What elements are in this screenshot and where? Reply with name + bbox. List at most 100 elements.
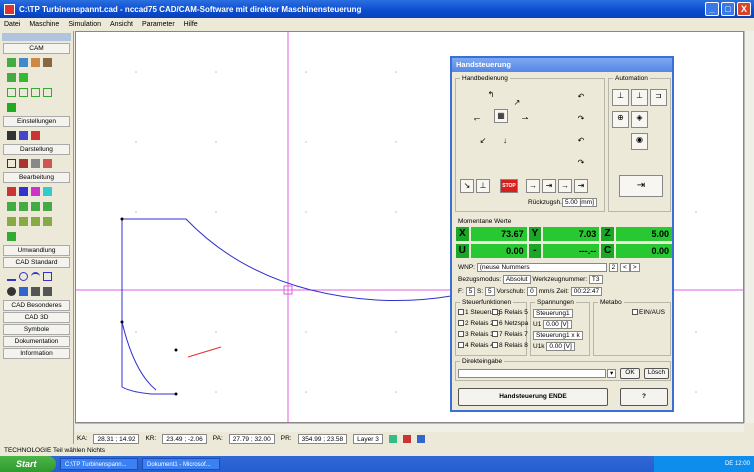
rotate-c-plus-icon[interactable]: ↶ <box>577 136 585 145</box>
tool-icon[interactable] <box>19 73 28 82</box>
direkteingabe-input[interactable] <box>458 369 606 378</box>
tool-icon[interactable] <box>31 58 40 67</box>
rueckzugsh-input[interactable]: 5.00 [mm] <box>562 198 597 207</box>
rotate-c-minus-icon[interactable]: ↷ <box>577 158 585 167</box>
auto-execute-icon[interactable]: ⇥ <box>619 175 663 197</box>
ok-button[interactable]: OK <box>620 368 640 379</box>
direkteingabe-dropdown-icon[interactable]: ▾ <box>607 369 617 378</box>
relais-4[interactable]: 4 Relais 4 <box>458 342 494 349</box>
werkzeug-value[interactable]: T3 <box>588 275 603 284</box>
jog-y-plus-icon[interactable]: ↗ <box>513 98 521 107</box>
tool-icon[interactable] <box>19 287 28 296</box>
jog-x-minus-icon[interactable]: ↽ <box>473 114 481 123</box>
tool-icon[interactable] <box>31 202 40 211</box>
tool-icon[interactable] <box>7 202 16 211</box>
tool-icon[interactable] <box>31 88 40 97</box>
close-button[interactable]: X <box>737 2 751 16</box>
tool-icon[interactable] <box>19 159 28 168</box>
wnp-prev-icon[interactable]: < <box>620 263 630 272</box>
line-tool-icon[interactable] <box>7 272 16 281</box>
jog-x-plus-icon[interactable]: ⇀ <box>521 114 529 123</box>
f-value[interactable]: 5 <box>465 287 476 296</box>
tool-icon[interactable] <box>7 217 16 226</box>
tool-icon[interactable] <box>19 88 28 97</box>
tool-icon[interactable] <box>43 202 52 211</box>
menu-hilfe[interactable]: Hilfe <box>183 21 198 28</box>
tool-icon[interactable] <box>43 88 52 97</box>
layer-icon[interactable] <box>416 434 425 443</box>
tool-down-icon[interactable]: ↘ <box>460 179 474 193</box>
circle-tool-icon[interactable] <box>19 272 28 281</box>
auto-target-icon[interactable]: ◈ <box>631 111 648 128</box>
tool-icon[interactable] <box>19 202 28 211</box>
minimize-button[interactable]: _ <box>705 2 719 16</box>
tool-icon[interactable] <box>19 217 28 226</box>
sidebar-section-cad-besonderes[interactable]: CAD Besonderes <box>3 300 70 311</box>
auto-probe-icon[interactable]: ◉ <box>631 133 648 150</box>
wnp-input[interactable]: (neuse Nummers <box>476 263 607 272</box>
relais-7[interactable]: 7 Relais 7 <box>492 331 528 338</box>
s-value[interactable]: 5 <box>485 287 495 296</box>
sidebar-section-bearbeitung[interactable]: Bearbeitung <box>3 172 70 183</box>
task-nccad[interactable]: C:\TP Turbinenspann... <box>60 458 138 470</box>
menu-ansicht[interactable]: Ansicht <box>110 21 133 28</box>
wnp-next-icon[interactable]: > <box>629 263 640 272</box>
relais-8[interactable]: 8 Relais 8 <box>492 342 528 349</box>
auto-zero-icon[interactable]: ⊕ <box>612 111 629 128</box>
sidebar-section-einstellungen[interactable]: Einstellungen <box>3 116 70 127</box>
arc-tool-icon[interactable] <box>31 272 40 281</box>
tool-icon[interactable] <box>43 159 52 168</box>
rect-tool-icon[interactable] <box>43 272 52 281</box>
task-word[interactable]: Dokument1 - Microsof... <box>142 458 220 470</box>
tool-icon[interactable] <box>7 131 16 140</box>
relais-5[interactable]: 5 Relais 5 <box>492 309 528 316</box>
jog-home-icon[interactable]: ▦ <box>494 109 508 123</box>
step-right4-icon[interactable]: ⇥ <box>574 179 588 193</box>
tool-icon[interactable] <box>31 187 40 196</box>
step-right2-icon[interactable]: ⇥ <box>542 179 556 193</box>
tool-icon[interactable] <box>7 187 16 196</box>
auto-measure-icon[interactable]: ⊥ <box>631 89 648 106</box>
relais-2[interactable]: 2 Relais 2 <box>458 320 494 327</box>
tool-icon[interactable] <box>19 187 28 196</box>
sidebar-section-dokumentation[interactable]: Dokumentation <box>3 336 70 347</box>
auto-door-icon[interactable]: ⊐ <box>650 89 667 106</box>
tool-icon[interactable] <box>43 217 52 226</box>
sidebar-section-umwandlung[interactable]: Umwandlung <box>3 245 70 256</box>
sidebar-section-darstellung[interactable]: Darstellung <box>3 144 70 155</box>
tool-icon[interactable] <box>7 159 16 168</box>
jog-z-minus-icon[interactable]: ↓ <box>503 136 507 145</box>
rotate-u-minus-icon[interactable]: ↷ <box>577 114 585 123</box>
loesch-button[interactable]: Lösch <box>644 368 669 379</box>
tool-icon[interactable] <box>31 159 40 168</box>
vorschub-value[interactable]: 0 <box>527 287 537 296</box>
auto-tool-icon[interactable]: ⊥ <box>612 89 629 106</box>
horizontal-scrollbar[interactable] <box>75 423 744 432</box>
sidebar-section-cam[interactable]: CAM <box>3 43 70 54</box>
relais-6[interactable]: 6 Netzspa <box>492 320 528 327</box>
tool-icon[interactable] <box>43 187 52 196</box>
jog-z-plus-icon[interactable]: ↰ <box>487 90 495 99</box>
layer-selector[interactable]: Layer 3 <box>353 433 383 444</box>
menu-simulation[interactable]: Simulation <box>68 21 101 28</box>
rotate-u-plus-icon[interactable]: ↶ <box>577 92 585 101</box>
menu-maschine[interactable]: Maschine <box>29 21 60 28</box>
layer-icon[interactable] <box>388 434 397 443</box>
help-button[interactable]: ? <box>620 388 668 406</box>
einaus-checkbox[interactable]: EIN/AUS <box>632 309 665 316</box>
tool-icon[interactable] <box>19 58 28 67</box>
tool-icon[interactable] <box>31 287 40 296</box>
tool-icon[interactable] <box>31 217 40 226</box>
tool-icon[interactable] <box>7 103 16 112</box>
start-button[interactable]: Start <box>0 456 56 472</box>
maximize-button[interactable]: □ <box>721 2 735 16</box>
relais-3[interactable]: 3 Relais 3 <box>458 331 494 338</box>
sidebar-section-cad-3d[interactable]: CAD 3D <box>3 312 70 323</box>
handsteuerung-ende-button[interactable]: Handsteuerung ENDE <box>458 388 608 406</box>
bezugsmodus-value[interactable]: Absolut <box>502 275 531 284</box>
point-tool-icon[interactable] <box>7 287 16 296</box>
menu-datei[interactable]: Datei <box>4 21 21 28</box>
sidebar-section-cad-standard[interactable]: CAD Standard <box>3 257 70 268</box>
tool-icon[interactable] <box>43 287 52 296</box>
jog-y-minus-icon[interactable]: ↙ <box>479 136 487 145</box>
